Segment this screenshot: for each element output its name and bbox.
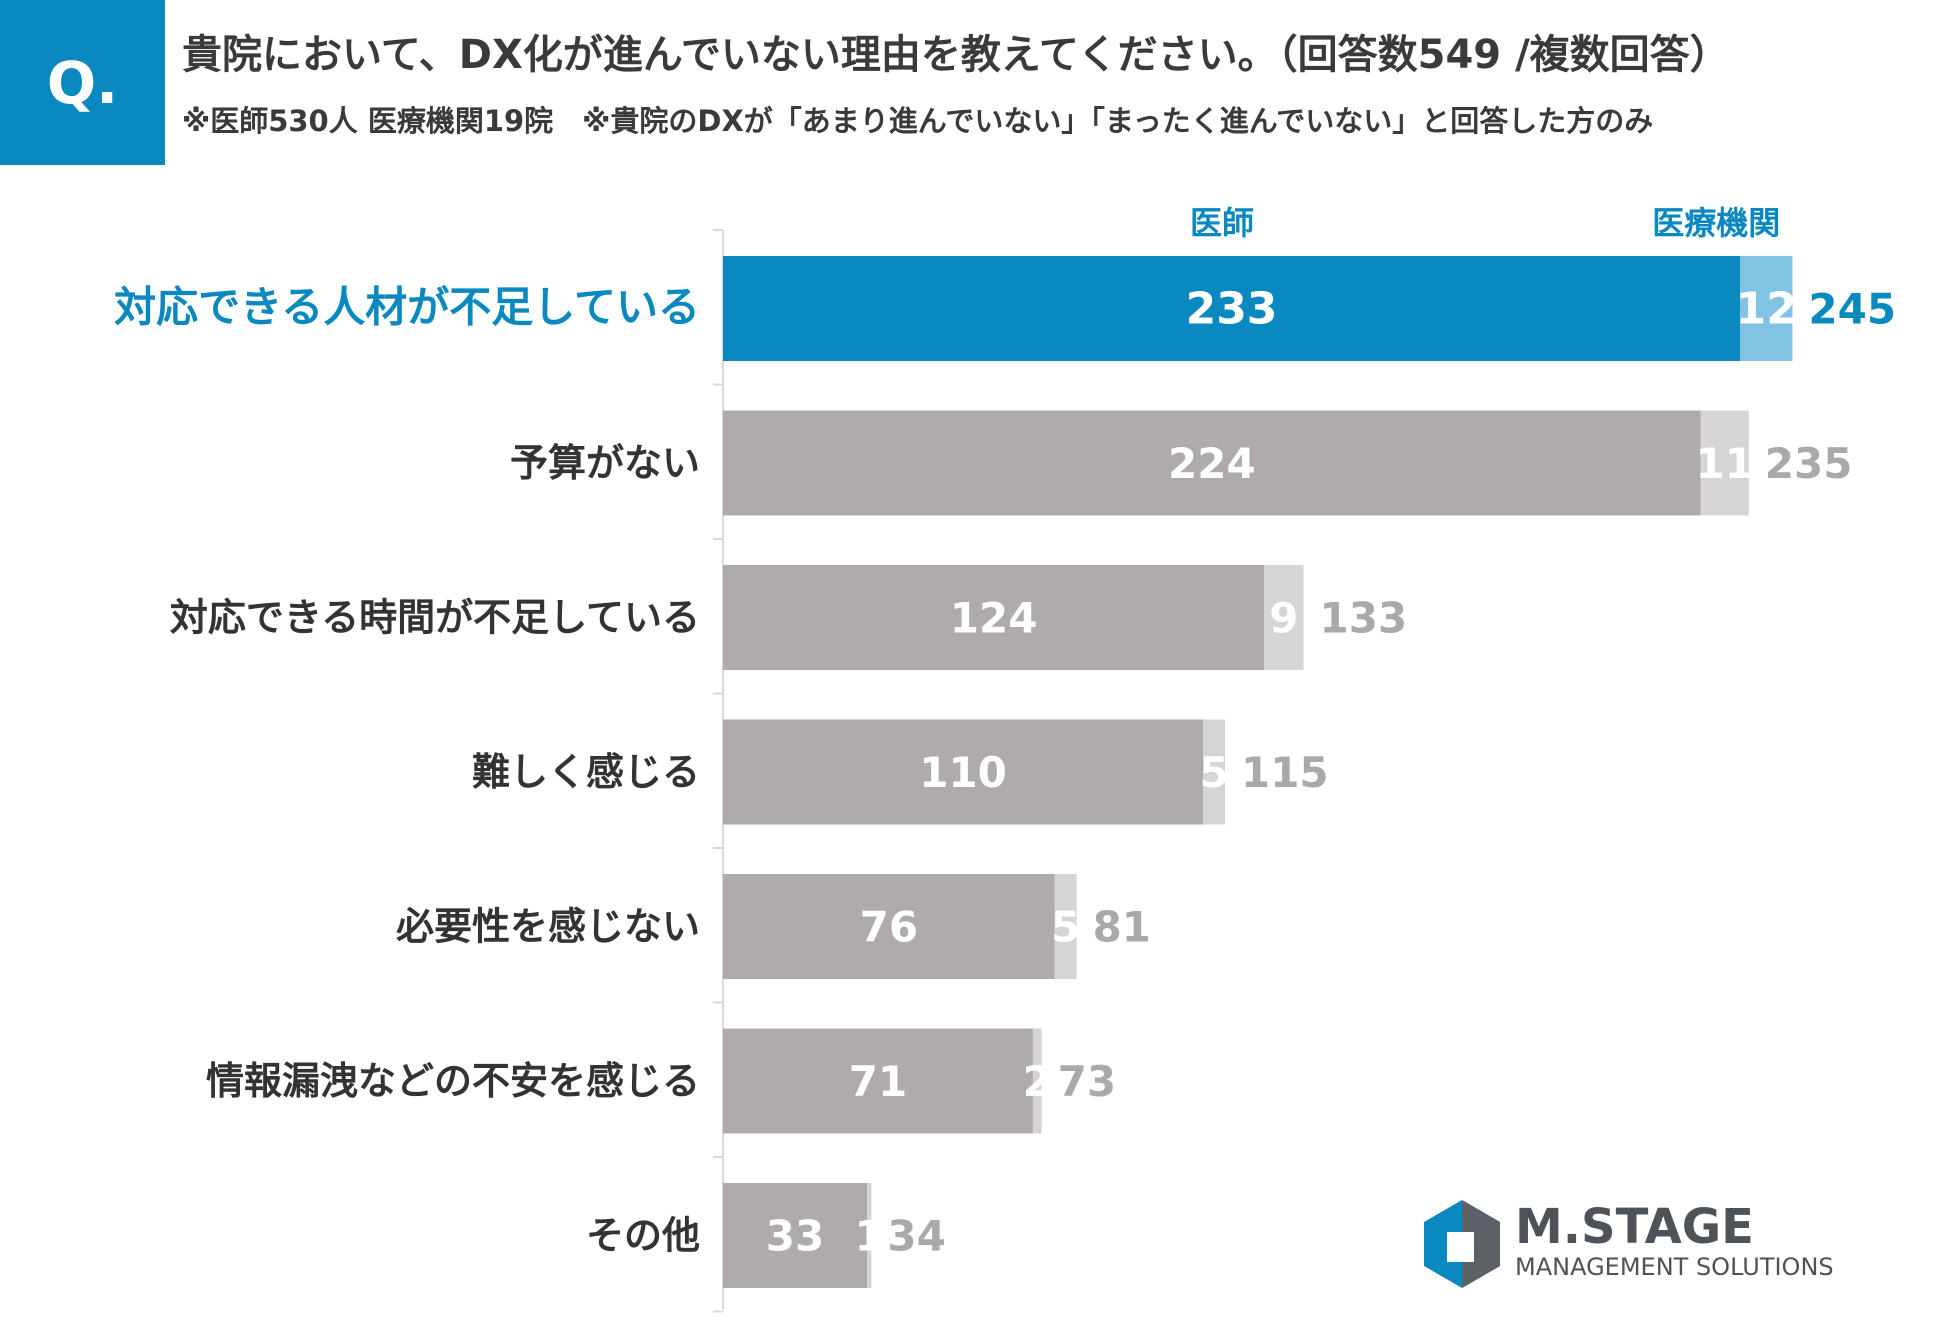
total-label: 133	[1320, 594, 1408, 643]
bar-label-doctor: 233	[1186, 284, 1278, 335]
bar-label-institution: 11	[1696, 439, 1754, 488]
bar-institution	[1203, 719, 1225, 825]
bar-institution	[1054, 874, 1077, 979]
bar-institution	[867, 1183, 872, 1288]
bar-label-institution: 5	[1199, 748, 1228, 797]
category-label: 情報漏洩などの不安を感じる	[206, 1059, 700, 1103]
bar-label-doctor: 224	[1168, 439, 1256, 488]
bar-doctor	[723, 565, 1265, 670]
bar-label-institution: 2	[1023, 1057, 1052, 1106]
brand-logo: M.STAGE MANAGEMENT SOLUTIONS	[1424, 1199, 1834, 1288]
chart-legend: 医師 医療機関	[1190, 204, 1780, 242]
bar-label-doctor: 33	[766, 1212, 824, 1261]
logo-name: M.STAGE	[1515, 1199, 1754, 1255]
category-label: その他	[586, 1214, 700, 1258]
category-label: 対応できる人材が不足している	[114, 283, 700, 332]
bar-doctor	[723, 256, 1741, 361]
category-label: 必要性を感じない	[396, 905, 700, 949]
category-label: 予算がない	[510, 441, 700, 485]
chart-axis	[713, 229, 724, 1313]
legend-institution: 医療機関	[1652, 204, 1780, 242]
bar-label-doctor: 110	[919, 748, 1007, 797]
bar-institution	[1264, 565, 1304, 670]
hexagon-logo-icon	[1424, 1200, 1500, 1288]
total-label: 34	[887, 1212, 945, 1261]
bar-institution	[1740, 256, 1793, 361]
bar-doctor	[723, 1028, 1033, 1134]
category-label: 対応できる時間が不足している	[170, 596, 700, 640]
bar-doctor	[723, 874, 1055, 979]
bar-institution	[1700, 410, 1749, 516]
total-label: 245	[1808, 285, 1896, 334]
category-label: 難しく感じる	[472, 750, 700, 794]
bar-label-institution: 9	[1269, 594, 1298, 643]
question-badge: Q.	[0, 0, 165, 165]
total-label: 115	[1241, 748, 1329, 797]
page-subtitle: ※医師530人 医療機関19院 ※貴院のDXが「あまり進んでいない」「まったく進…	[182, 104, 1654, 138]
total-label: 235	[1765, 439, 1853, 488]
total-label: 73	[1058, 1057, 1116, 1106]
total-label: 81	[1093, 903, 1151, 952]
bar-doctor	[723, 1183, 868, 1288]
logo-tagline: MANAGEMENT SOLUTIONS	[1515, 1253, 1834, 1281]
question-label: Q.	[46, 48, 119, 117]
bar-label-institution: 1	[855, 1212, 884, 1261]
page-title: 貴院において、DX化が進んでいない理由を教えてください。（回答数549 /複数回…	[182, 32, 1730, 78]
bar-doctor	[723, 410, 1701, 516]
bar-doctor	[723, 719, 1204, 825]
bar-institution	[1032, 1028, 1042, 1134]
bar-label-institution: 12	[1736, 284, 1797, 335]
legend-doctor: 医師	[1190, 204, 1254, 242]
bar-label-doctor: 76	[860, 903, 918, 952]
bar-label-doctor: 71	[849, 1057, 907, 1106]
bar-label-doctor: 124	[950, 594, 1038, 643]
bar-label-institution: 5	[1051, 903, 1080, 952]
